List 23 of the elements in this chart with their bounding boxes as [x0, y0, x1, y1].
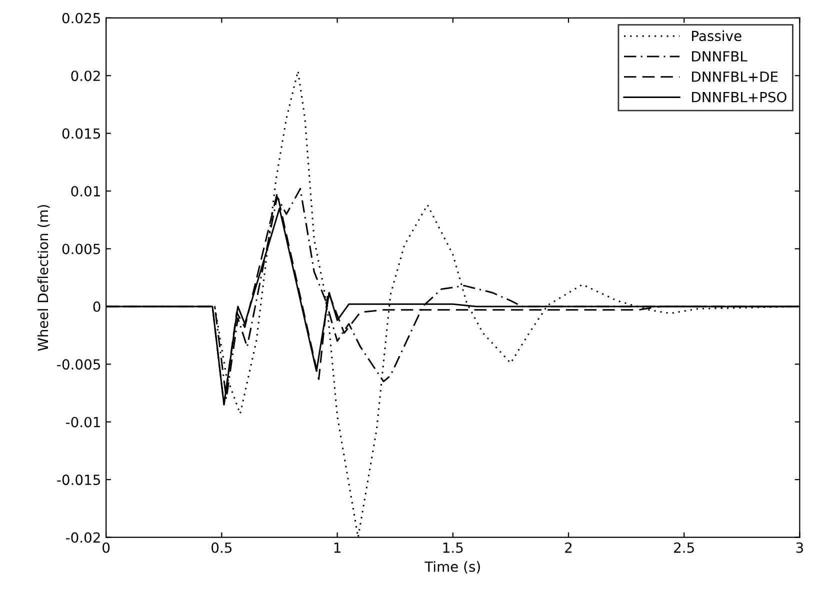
- x-tick-label: 0.5: [212, 542, 232, 553]
- x-tick-label: 3: [796, 542, 803, 553]
- y-axis-title: Wheel Deflection (m): [37, 205, 50, 351]
- x-tick-label: 1: [334, 542, 340, 553]
- y-tick-label: 0.005: [62, 244, 100, 254]
- y-tick-label: 0: [93, 301, 100, 312]
- legend-label: DNNFBL+PSO: [692, 92, 786, 102]
- legend-label: Passive: [692, 30, 742, 42]
- x-tick-label: 2: [565, 542, 572, 553]
- x-tick-label: 1.5: [443, 542, 463, 553]
- y-tick-label: -0.02: [66, 532, 100, 543]
- y-tick-label: -0.015: [57, 474, 100, 486]
- x-axis-title: Time (s): [424, 561, 480, 574]
- y-tick-label: -0.005: [57, 359, 100, 370]
- legend-label: DNNFBL+DE: [692, 72, 778, 82]
- y-tick-label: 0.015: [62, 128, 100, 139]
- x-tick-label: 0: [102, 542, 110, 553]
- x-tick-label: 2.5: [674, 542, 694, 553]
- y-tick-label: 0.025: [62, 12, 100, 24]
- y-tick-label: 0.01: [71, 186, 100, 197]
- y-tick-label: 0.02: [71, 70, 100, 82]
- y-tick-label: -0.01: [66, 416, 100, 428]
- legend-label: DNNFBL: [692, 51, 748, 62]
